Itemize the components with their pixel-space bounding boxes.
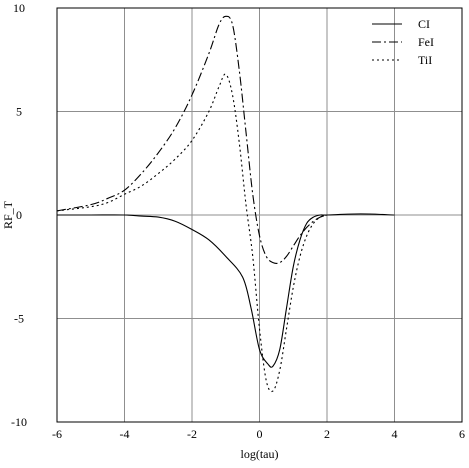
series-line-tii [56,73,328,393]
legend-label-tii: TiI [418,53,432,67]
y-axis-title: RF_T [1,200,15,229]
x-tick-label: 4 [392,427,398,441]
x-axis-title: log(tau) [241,447,279,461]
x-tick-label: 0 [257,427,263,441]
x-tick-label: 2 [324,427,330,441]
y-tick-label: 5 [16,105,22,119]
x-tick-label: 6 [459,427,465,441]
series-line-fei [56,15,328,264]
x-tick-label: -6 [52,427,62,441]
legend-label-ci: CI [418,17,430,31]
x-tick-label: -4 [120,427,130,441]
x-tick-label: -2 [187,427,197,441]
y-tick-label: 10 [13,1,25,15]
y-tick-label: -5 [14,312,24,326]
legend: CI FeI TiI [372,17,434,67]
y-tick-label: -10 [11,415,27,429]
plot-frame [56,7,463,423]
legend-label-fei: FeI [418,35,434,49]
series-layer [56,15,395,393]
tick-labels: -6 -4 -2 0 2 4 6 10 5 0 -5 -10 [11,1,465,441]
y-tick-label: 0 [16,208,22,222]
series-line-ci [57,213,395,368]
